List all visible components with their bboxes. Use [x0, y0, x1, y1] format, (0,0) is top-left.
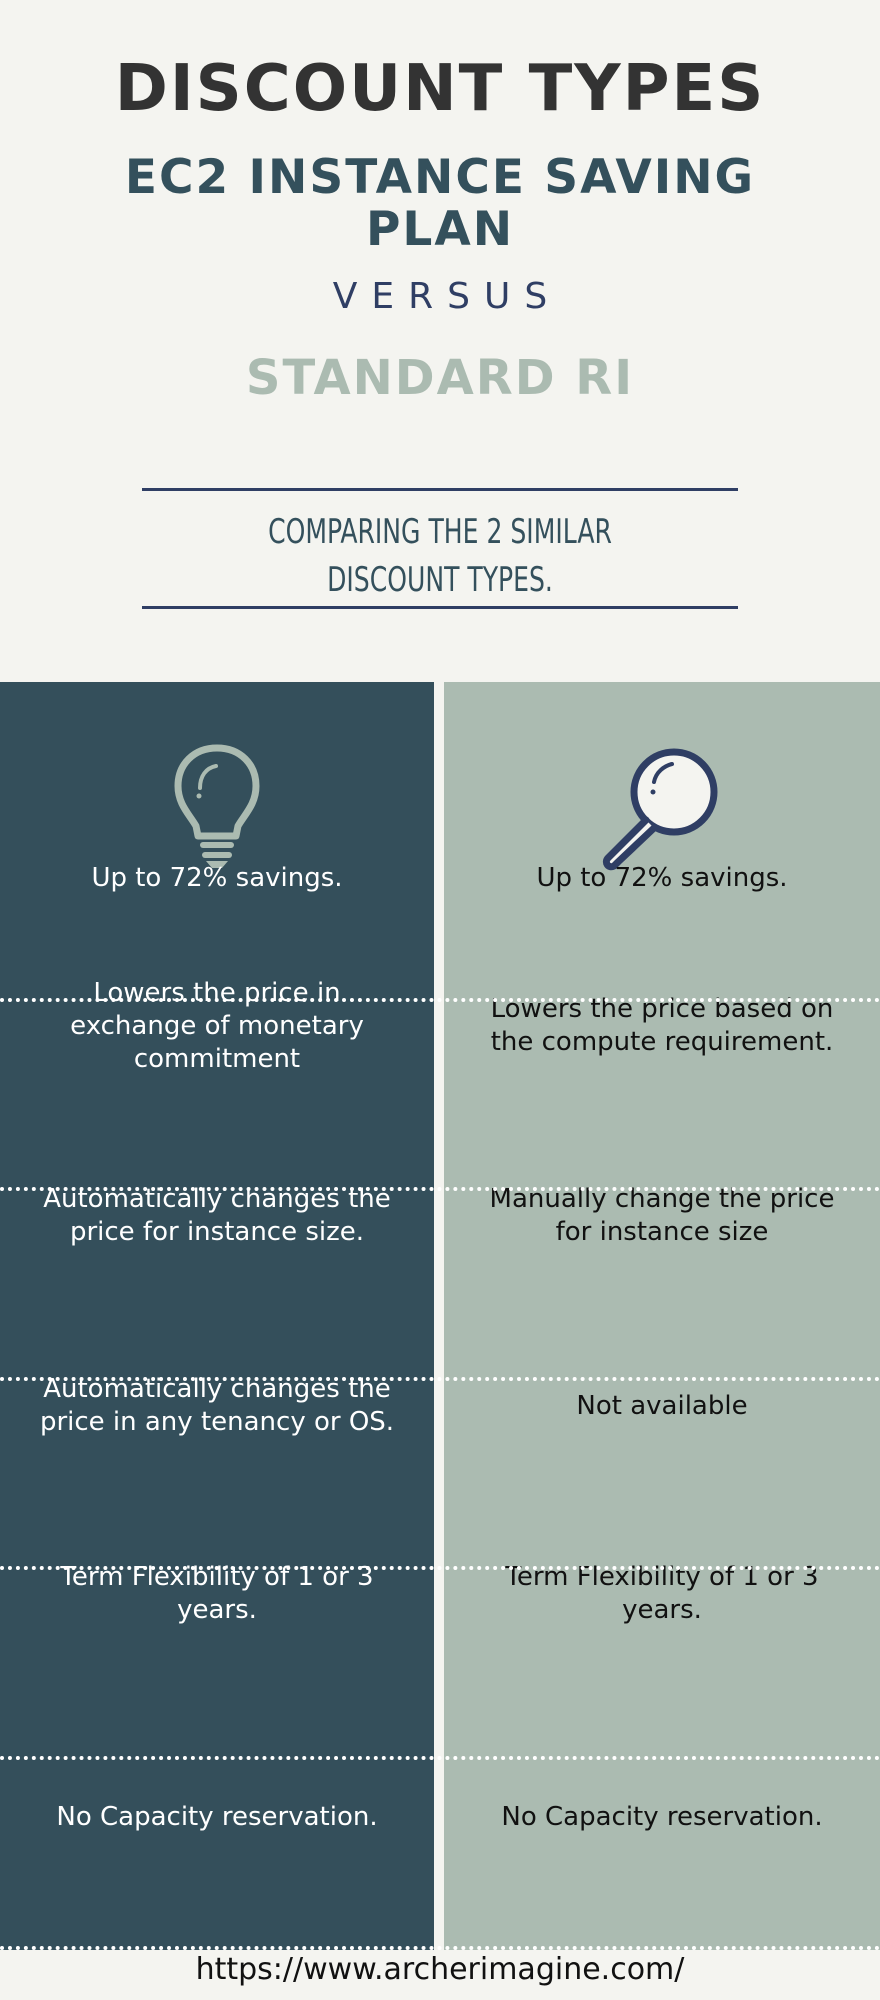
list-item: Up to 72% savings.	[536, 862, 788, 893]
list-item: Lowers the price in exchange of monetary…	[70, 977, 364, 1074]
divider-rule	[142, 606, 738, 609]
list-item: Manually change the price for instance s…	[489, 1184, 835, 1247]
list-item: Term Flexibility of 1 or 3 years.	[60, 1562, 374, 1625]
row-divider	[0, 998, 880, 1002]
lightbulb-icon	[174, 744, 260, 868]
list-item: Lowers the price based on the compute re…	[490, 994, 834, 1057]
page-title: DISCOUNT TYPES	[114, 52, 766, 126]
row-divider	[0, 1187, 880, 1191]
divider-rule	[142, 488, 738, 491]
icon-area	[0, 742, 434, 882]
list-item: Term Flexibility of 1 or 3 years.	[505, 1562, 819, 1625]
list-item: Not available	[576, 1390, 748, 1421]
row-divider	[0, 1756, 880, 1760]
row-divider	[0, 1946, 880, 1950]
compared-title: STANDARD RI	[245, 350, 635, 406]
list-item: Up to 72% savings.	[91, 862, 343, 893]
row-divider	[0, 1566, 880, 1570]
list-item: Automatically changes the price in any t…	[39, 1374, 395, 1437]
row-divider	[0, 1377, 880, 1381]
icon-area	[444, 742, 880, 882]
versus-label: VERSUS	[332, 276, 562, 317]
description-text: COMPARING THE 2 SIMILAR DISCOUNT TYPES.	[268, 512, 612, 600]
footer-url[interactable]: https://www.archerimagine.com/	[195, 1952, 685, 1987]
list-item: Automatically changes the price for inst…	[43, 1184, 391, 1247]
magnifying-glass-icon	[602, 748, 718, 871]
plan-title: EC2 INSTANCE SAVING PLAN	[124, 150, 756, 257]
list-item: No Capacity reservation.	[501, 1801, 823, 1832]
list-item: No Capacity reservation.	[56, 1801, 378, 1832]
header: DISCOUNT TYPES EC2 INSTANCE SAVING PLAN …	[0, 0, 880, 682]
